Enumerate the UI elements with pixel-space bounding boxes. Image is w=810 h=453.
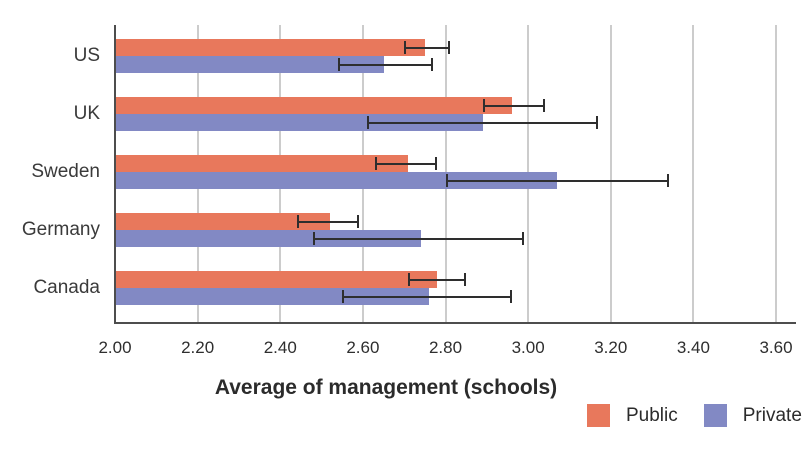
error-bar xyxy=(408,273,467,286)
bar-row xyxy=(115,271,776,288)
bar-row xyxy=(115,39,776,56)
error-bar xyxy=(482,99,545,112)
error-bar-cap xyxy=(338,58,341,71)
y-category-label: US xyxy=(73,45,100,66)
bar-private-germany xyxy=(115,230,421,247)
y-category-label: Sweden xyxy=(31,161,100,182)
bar-public-uk xyxy=(115,97,512,114)
legend-item-private: Private xyxy=(703,404,802,427)
error-bar xyxy=(445,174,669,187)
error-bar-cap xyxy=(464,273,467,286)
error-bar-cap xyxy=(313,232,316,245)
y-category-label: Canada xyxy=(33,277,100,298)
error-bar-cap xyxy=(542,99,545,112)
private-swatch-icon xyxy=(703,404,727,427)
bar-public-canada xyxy=(115,271,438,288)
error-bar-cap xyxy=(342,290,345,303)
bar-row xyxy=(115,155,776,172)
error-bar-cap xyxy=(445,174,448,187)
error-bar-cap xyxy=(431,58,434,71)
public-swatch-icon xyxy=(587,404,610,427)
error-bar-cap xyxy=(296,215,299,228)
error-bar-cap xyxy=(408,273,411,286)
error-bar-cap xyxy=(356,215,359,228)
bar-row xyxy=(115,114,776,131)
bar-public-sweden xyxy=(115,155,409,172)
bar-row xyxy=(115,230,776,247)
bar-row xyxy=(115,213,776,230)
legend-label-private: Private xyxy=(742,404,802,426)
gridline xyxy=(692,25,695,322)
y-category-label: UK xyxy=(73,103,100,124)
error-bar-cap xyxy=(375,157,378,170)
bar-private-uk xyxy=(115,114,483,131)
bar-row xyxy=(115,288,776,305)
error-bar xyxy=(338,58,434,71)
x-axis-line xyxy=(114,322,796,324)
error-bar xyxy=(367,116,599,129)
error-bar-cap xyxy=(447,41,450,54)
gridline xyxy=(775,25,777,322)
error-bar-cap xyxy=(435,157,438,170)
error-bar xyxy=(375,157,438,170)
bar-public-germany xyxy=(115,213,330,230)
y-category-label: Germany xyxy=(21,219,100,240)
error-bar-cap xyxy=(509,290,512,303)
legend-item-public: Public xyxy=(587,404,678,427)
error-bar-cap xyxy=(596,116,599,129)
bar-row xyxy=(115,56,776,73)
bar-group-sweden xyxy=(115,143,776,201)
bar-private-canada xyxy=(115,288,429,305)
x-tick-label: 3.60 xyxy=(759,338,793,357)
bar-public-us xyxy=(115,39,425,56)
error-bar-cap xyxy=(367,116,369,129)
legend-label-public: Public xyxy=(626,404,678,426)
bar-private-us xyxy=(115,56,384,73)
error-bar-cap xyxy=(666,174,669,187)
bar-group-germany xyxy=(115,201,776,259)
x-axis-title: Average of management (schools) xyxy=(214,376,558,399)
error-bar-cap xyxy=(521,232,524,245)
bar-group-canada xyxy=(115,259,776,317)
bar-row xyxy=(115,97,776,114)
x-tick-label: 2.60 xyxy=(346,338,380,357)
gridline xyxy=(609,25,612,322)
error-bar xyxy=(342,290,512,303)
error-bar-cap xyxy=(404,41,407,54)
bar-group-uk xyxy=(115,85,776,143)
x-tick-label: 2.00 xyxy=(98,338,132,357)
x-tick-label: 2.80 xyxy=(428,338,463,357)
bar-groups xyxy=(115,27,776,317)
x-tick-label: 3.20 xyxy=(594,338,628,357)
error-bar xyxy=(313,232,524,245)
x-tick-label: 3.00 xyxy=(511,338,545,357)
x-tick-label: 2.20 xyxy=(181,338,215,357)
bar-group-us xyxy=(115,27,776,85)
bar-row xyxy=(115,172,776,189)
x-tick-label: 2.40 xyxy=(263,338,297,357)
legend: Public Private xyxy=(587,404,802,427)
plot-area xyxy=(115,25,777,322)
error-bar xyxy=(404,41,450,54)
y-axis-line xyxy=(114,25,116,324)
error-bar-cap xyxy=(482,99,485,112)
y-axis-labels: US UK Sweden Germany Canada xyxy=(0,27,100,324)
x-tick-label: 3.40 xyxy=(676,338,710,357)
error-bar xyxy=(296,215,359,228)
